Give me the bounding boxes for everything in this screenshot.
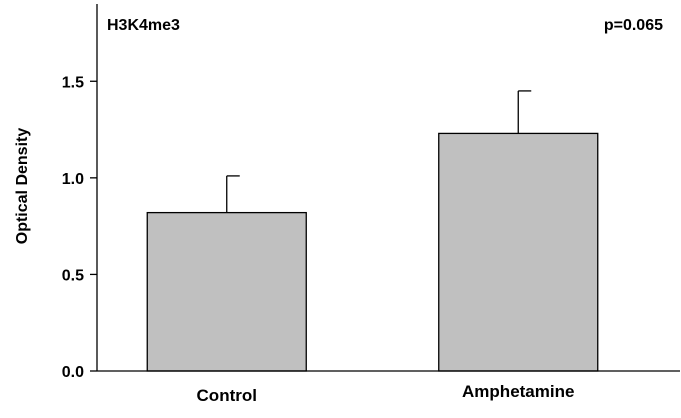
x-tick-label: Control xyxy=(197,386,257,405)
y-tick-label: 0.0 xyxy=(62,364,84,381)
y-tick-label: 0.5 xyxy=(62,267,84,284)
y-tick-label: 1.0 xyxy=(62,171,84,188)
x-tick-label: Amphetamine xyxy=(462,382,574,401)
marker-label: H3K4me3 xyxy=(107,17,180,34)
axes-layer xyxy=(96,4,680,372)
y-axis-label: Optical Density xyxy=(14,128,31,245)
x-labels-layer: Control Amphetamine xyxy=(197,382,575,405)
p-value-label: p=0.065 xyxy=(604,17,663,34)
error-bars-layer xyxy=(226,90,532,213)
bars-layer xyxy=(146,132,599,372)
bar-control xyxy=(146,211,307,372)
y-ticks-layer: 0.0 0.5 1.0 1.5 xyxy=(62,74,97,381)
bar-amphetamine xyxy=(438,132,599,372)
y-tick-label: 1.5 xyxy=(62,74,84,91)
